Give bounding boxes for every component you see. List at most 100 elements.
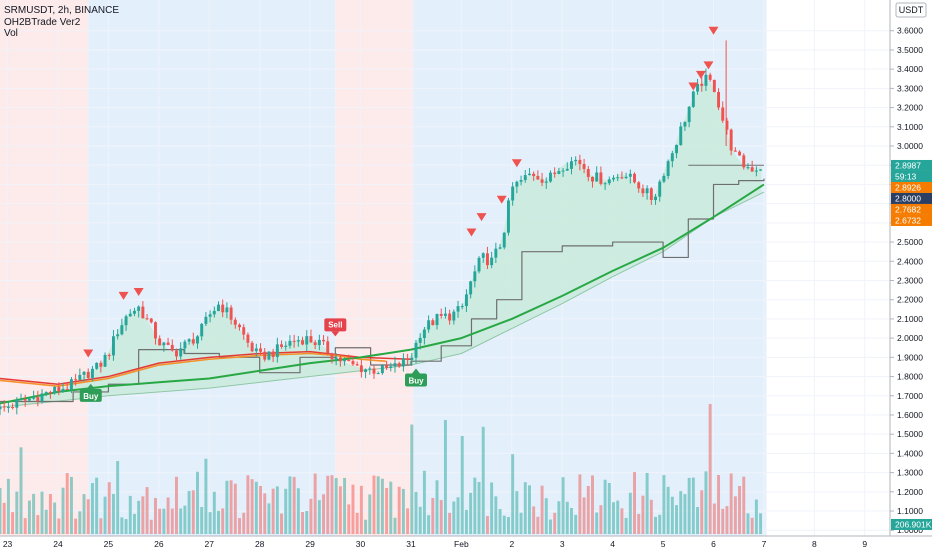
candle-body	[738, 151, 742, 156]
candle-body	[603, 183, 607, 185]
time-tick-label: 7	[762, 539, 767, 549]
candle-body	[393, 363, 397, 367]
currency-button[interactable]: USDT	[895, 2, 927, 18]
lower-band-line	[0, 191, 765, 408]
candle-body	[343, 359, 347, 362]
volume-bar	[149, 519, 153, 534]
candle-body	[675, 144, 679, 154]
candle-body	[376, 373, 380, 375]
candle-body	[553, 172, 557, 174]
volume-bar	[469, 492, 473, 534]
candle-body	[359, 365, 363, 373]
buy-signal-label: Buy	[83, 392, 99, 401]
candle-body	[658, 181, 662, 197]
candle-body	[721, 107, 725, 121]
candle-body	[691, 91, 695, 107]
candle-body	[284, 345, 288, 347]
volume-bar	[481, 426, 485, 534]
volume-bar	[742, 476, 746, 534]
candle-body	[204, 316, 208, 324]
volume-bar	[603, 479, 607, 534]
candle-body	[443, 313, 447, 316]
candle-body	[578, 159, 582, 164]
candle-body	[296, 340, 300, 342]
candle-body	[111, 336, 115, 356]
candle-body	[389, 366, 393, 368]
candle-body	[65, 388, 69, 390]
sell-signal-label: Sell	[328, 320, 342, 329]
candle-body	[208, 314, 212, 317]
volume-bar	[95, 477, 99, 534]
candle-body	[15, 399, 19, 408]
session-zone-bear	[0, 0, 89, 536]
sell-pressure-marker	[511, 159, 522, 168]
ma-green-line	[0, 183, 765, 405]
candle-body	[23, 399, 27, 401]
volume-bar	[759, 513, 763, 534]
sell-pressure-marker	[466, 228, 477, 237]
volume-bar	[32, 493, 36, 534]
volume-bar	[654, 516, 657, 534]
volume-bar	[586, 485, 590, 534]
candle-body	[212, 311, 216, 315]
sell-pressure-marker	[688, 82, 699, 91]
time-axis: 23 24 25 26 27 28 29 30 31 Feb 2 3 4 5 6 7 8 9	[3, 539, 868, 549]
volume-bar	[591, 475, 594, 534]
time-tick-label: 29	[305, 539, 315, 549]
candle-body	[607, 179, 611, 184]
volume-bar	[229, 480, 233, 534]
volume-bar	[599, 505, 603, 534]
volume-bar	[259, 485, 262, 534]
candle-body	[591, 176, 594, 182]
volume-bar	[221, 508, 225, 534]
volume-bar	[561, 477, 565, 534]
candle-body	[485, 253, 489, 266]
volume-bar	[233, 483, 237, 534]
volume-bar	[612, 502, 615, 534]
volume-bar	[544, 498, 548, 534]
candle-body	[490, 257, 494, 266]
volume-bar	[6, 478, 10, 534]
volume-bar	[410, 424, 414, 534]
candle-body	[515, 181, 519, 187]
volume-bar	[217, 510, 220, 534]
volume-bar	[641, 495, 645, 534]
candle-body	[473, 271, 477, 282]
volume-bar	[519, 512, 523, 534]
time-tick-label: 24	[53, 539, 63, 549]
volume-bar	[86, 499, 90, 534]
candle-body	[733, 150, 737, 152]
session-zones	[0, 0, 767, 536]
volume-bar	[246, 475, 250, 534]
volume-bar	[637, 513, 641, 534]
candle-body	[200, 323, 204, 337]
candle-body	[670, 153, 674, 162]
signal-markers: Buy Sell Buy	[79, 26, 719, 402]
candle-body	[439, 313, 443, 316]
sell-pressure-marker	[118, 291, 129, 300]
volume-bar	[103, 496, 107, 534]
volume-bar	[464, 509, 468, 534]
volume-bar	[414, 491, 418, 534]
buy-signal-badge	[79, 388, 102, 402]
candle-body	[120, 325, 124, 335]
volume-bar	[549, 519, 552, 534]
volume-bar	[359, 485, 363, 534]
price-tick-label: 3.3000	[897, 83, 923, 93]
volume-bar	[225, 480, 229, 534]
price-tick-label: 3.5000	[897, 45, 923, 55]
candle-body	[347, 359, 351, 362]
volume-bar	[746, 513, 750, 534]
candle-body	[532, 173, 536, 176]
price-label-box	[891, 203, 932, 215]
buy-signal-label: Buy	[408, 377, 424, 386]
candle-body	[338, 357, 342, 362]
time-tick-label: 23	[3, 539, 13, 549]
candle-body	[322, 339, 326, 342]
volume-bar	[662, 475, 666, 534]
price-tick-label: 1.9000	[897, 352, 923, 362]
volume-bar	[90, 483, 94, 534]
candle-body	[612, 177, 615, 180]
volume-bar	[313, 473, 317, 534]
